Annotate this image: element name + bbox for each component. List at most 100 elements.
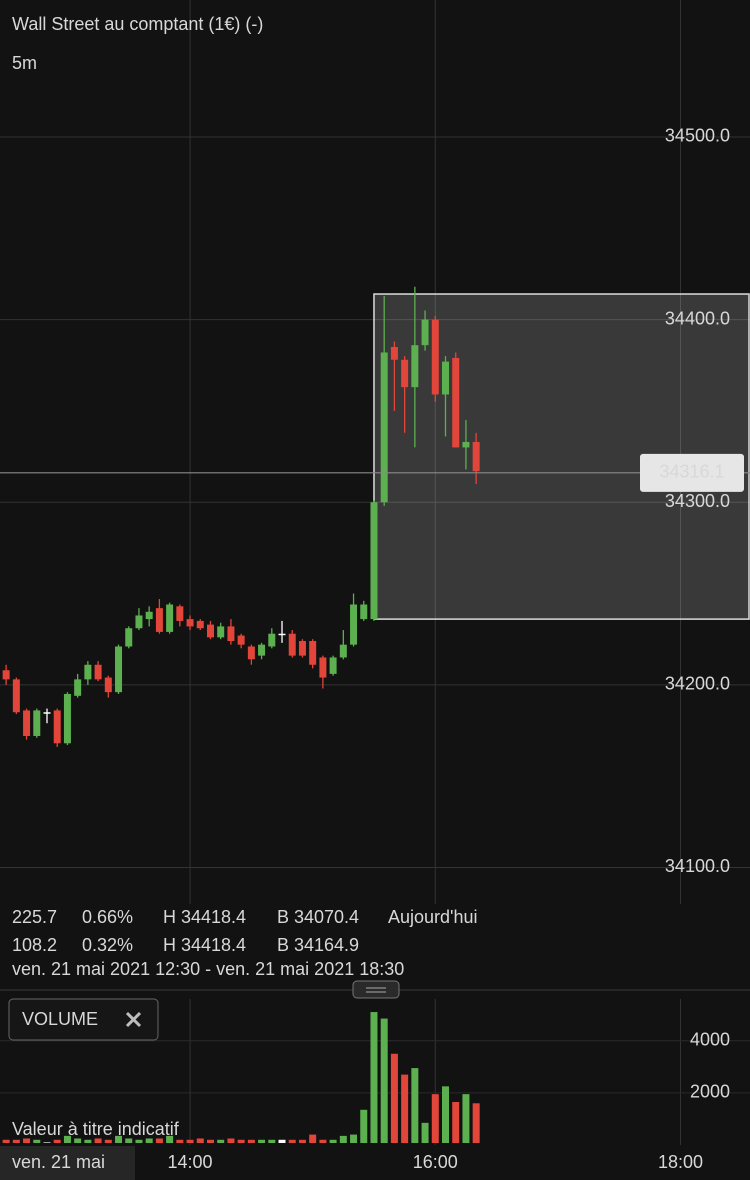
- high: H 34418.4: [163, 907, 246, 927]
- candle-body: [329, 657, 337, 674]
- candle-body: [319, 657, 327, 678]
- candle-body: [268, 633, 276, 647]
- volume-bar: [237, 1139, 245, 1143]
- pane-resize-handle[interactable]: [352, 980, 400, 999]
- volume-bar: [339, 1135, 347, 1143]
- candle-body: [258, 644, 266, 656]
- candle-body: [186, 619, 194, 627]
- candle-body: [63, 693, 71, 744]
- candle-body: [288, 633, 296, 656]
- instrument-title: Wall Street au comptant (1€) (-): [12, 14, 263, 34]
- volume-bar: [411, 1068, 419, 1143]
- date-range: ven. 21 mai 2021 12:30 - ven. 21 mai 202…: [12, 959, 404, 979]
- watermark: Valeur à titre indicatif: [12, 1119, 180, 1139]
- candle-body: [390, 346, 398, 360]
- volume-bar: [421, 1122, 429, 1143]
- volume-bar: [288, 1139, 296, 1143]
- volume-bar: [125, 1138, 133, 1143]
- low: B 34070.4: [277, 907, 359, 927]
- date-label-box: [0, 1146, 135, 1180]
- volume-bar: [329, 1139, 337, 1143]
- volume-bar: [2, 1139, 10, 1143]
- candle-body: [206, 624, 214, 638]
- candle-body: [452, 357, 460, 448]
- candle-body: [23, 710, 31, 736]
- x-tick-label: 16:00: [413, 1152, 458, 1172]
- candle-body: [84, 664, 92, 680]
- volume-bar: [196, 1138, 204, 1143]
- candle-body: [104, 677, 112, 693]
- volume-bar: [370, 1012, 378, 1143]
- volume-bar: [227, 1138, 235, 1143]
- change: 108.2: [12, 935, 57, 955]
- candle-body: [227, 626, 235, 642]
- volume-bar: [442, 1086, 450, 1143]
- candle-body: [278, 633, 286, 636]
- change: 225.7: [12, 907, 57, 927]
- volume-bar: [360, 1109, 368, 1143]
- period: Aujourd'hui: [388, 907, 478, 927]
- volume-bar: [217, 1139, 225, 1143]
- volume-bar: [43, 1142, 51, 1143]
- candle-body: [370, 502, 378, 620]
- candle-body: [442, 361, 450, 395]
- volume-bar: [74, 1138, 82, 1143]
- volume-bar: [176, 1139, 184, 1143]
- candle-body: [380, 352, 388, 503]
- volume-label[interactable]: VOLUME: [22, 1009, 98, 1029]
- handle-box[interactable]: [352, 980, 400, 999]
- volume-bar: [309, 1134, 317, 1143]
- volume-bar: [33, 1139, 41, 1143]
- volume-bar: [53, 1139, 61, 1143]
- change-pct: 0.32%: [82, 935, 133, 955]
- volume-bar: [135, 1139, 143, 1143]
- volume-bar: [268, 1139, 276, 1143]
- candle-body: [125, 628, 133, 647]
- candle-body: [247, 646, 255, 660]
- candle-body: [94, 664, 102, 680]
- volume-bar: [63, 1135, 71, 1143]
- volume-bar: [431, 1094, 439, 1143]
- volume-button-box[interactable]: [8, 998, 159, 1041]
- y-tick-label: 4000: [690, 1029, 730, 1049]
- close-icon[interactable]: [125, 1011, 142, 1028]
- candle-body: [33, 710, 41, 736]
- volume-bar: [206, 1139, 214, 1143]
- volume-bar: [23, 1138, 31, 1143]
- volume-bar: [452, 1101, 460, 1143]
- y-tick-label: 34200.0: [665, 674, 730, 694]
- candle-body: [12, 679, 20, 713]
- low: B 34164.9: [277, 935, 359, 955]
- candle-body: [360, 604, 368, 620]
- volume-bar: [278, 1139, 286, 1143]
- x-tick-label: 18:00: [658, 1152, 703, 1172]
- y-tick-label: 2000: [690, 1082, 730, 1102]
- candle-body: [309, 641, 317, 665]
- volume-bar: [380, 1018, 388, 1143]
- volume-bar: [166, 1135, 174, 1143]
- candle-body: [411, 345, 419, 388]
- volume-bar: [258, 1139, 266, 1143]
- volume-bar: [84, 1139, 92, 1143]
- candle-body: [53, 710, 61, 744]
- candle-body: [166, 604, 174, 632]
- date-label: ven. 21 mai: [12, 1152, 105, 1172]
- volume-bar: [390, 1053, 398, 1143]
- candle-body: [2, 670, 10, 680]
- volume-button[interactable]: VOLUME: [8, 998, 159, 1041]
- volume-bar: [401, 1074, 409, 1143]
- timeframe[interactable]: 5m: [12, 53, 37, 73]
- candle-body: [115, 646, 123, 693]
- candle-body: [421, 319, 429, 346]
- candle-body: [350, 604, 358, 645]
- candle-body: [339, 644, 347, 658]
- volume-bar: [115, 1135, 123, 1143]
- candle-body: [462, 441, 470, 448]
- candle-body: [155, 608, 163, 632]
- volume-bar: [145, 1138, 153, 1143]
- candle-body: [217, 626, 225, 638]
- candle-body: [43, 712, 51, 714]
- volume-bar: [12, 1139, 20, 1143]
- y-tick-label: 34500.0: [665, 126, 730, 146]
